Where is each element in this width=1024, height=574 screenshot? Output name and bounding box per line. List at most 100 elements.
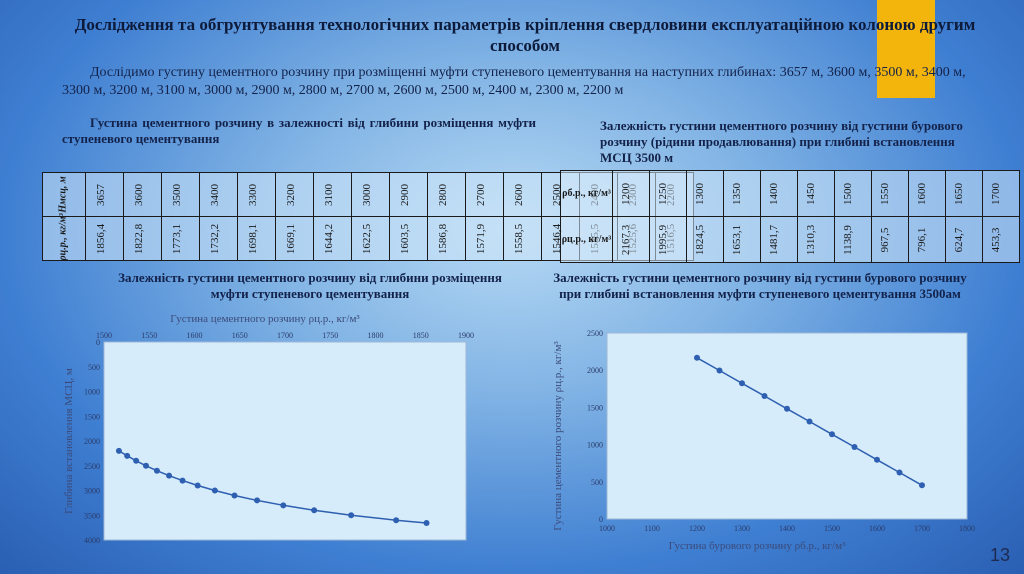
x-tick-label: 1650 xyxy=(232,331,248,340)
chart1-caption: Залежність густини цементного розчину ві… xyxy=(118,270,502,301)
depth-cell: 3657 xyxy=(85,172,124,217)
data-point xyxy=(716,367,723,374)
x-tick-label: 1550 xyxy=(141,331,157,340)
depth-cell: 2600 xyxy=(503,172,542,217)
data-point xyxy=(784,405,790,412)
y-tick-label: 1000 xyxy=(587,441,603,450)
density-cell: 1586,8 xyxy=(427,216,466,261)
x-tick-label: 1500 xyxy=(824,524,840,533)
y-tick-label: 500 xyxy=(591,478,603,487)
mud-density-cell: 1250 xyxy=(649,170,687,217)
y-tick-label: 2000 xyxy=(587,366,603,375)
data-point xyxy=(348,512,355,519)
cement-density-cell: 1310,3 xyxy=(797,216,835,263)
depth-cell: 2900 xyxy=(389,172,428,217)
x-axis-label: Густина бурового розчину ρб.р., кг/м³ xyxy=(669,540,846,552)
y-tick-label: 1500 xyxy=(84,412,100,421)
cement-density-cell: 1995,9 xyxy=(649,216,687,263)
y-axis-label: Густина цементного розчину ρц.р., кг/м³ xyxy=(552,341,564,531)
data-point xyxy=(896,469,903,476)
density-cell: 1822,8 xyxy=(123,216,162,261)
y-tick-label: 500 xyxy=(88,363,100,372)
mud-cement-table: ρб.р., кг/м³ 1200 1250 1300 1350 1400 1450 150… xyxy=(560,170,1020,263)
cement-density-cell: 453,3 xyxy=(982,216,1020,263)
data-point xyxy=(280,502,287,509)
plot-area xyxy=(606,332,968,520)
data-point xyxy=(423,520,430,527)
x-tick-label: 1600 xyxy=(869,524,885,533)
y-tick-label: 2000 xyxy=(84,437,100,446)
density-cell: 1571,9 xyxy=(465,216,504,261)
data-point xyxy=(211,487,218,494)
y-tick-label: 2500 xyxy=(84,462,100,471)
mud-density-cell: 1600 xyxy=(908,170,946,217)
depth-cell: 2800 xyxy=(427,172,466,217)
depth-cell: 3200 xyxy=(275,172,314,217)
depth-cell: 3400 xyxy=(199,172,238,217)
x-axis-label: Густина цементного розчину ρц.р., кг/м³ xyxy=(170,313,360,325)
data-point xyxy=(231,492,238,499)
page-number: 13 xyxy=(989,545,1010,565)
row-label-mud: ρб.р., кг/м³ xyxy=(560,170,613,217)
data-point xyxy=(806,418,813,425)
table-row: ρц.р., кг/м³ 2167,3 1995,9 1824,5 1653,1 148… xyxy=(560,216,1020,263)
x-tick-label: 1100 xyxy=(644,524,660,533)
cement-density-cell: 2167,3 xyxy=(612,216,650,263)
x-tick-label: 1800 xyxy=(368,331,384,340)
density-cell: 1698,1 xyxy=(237,216,276,261)
density-cell: 1669,1 xyxy=(275,216,314,261)
data-point xyxy=(739,380,745,387)
cement-density-cell: 624,7 xyxy=(945,216,983,263)
x-tick-label: 1300 xyxy=(734,524,750,533)
data-point xyxy=(153,467,160,474)
depth-density-chart: 1500 1550 1600 1650 1700 1750 1800 1850 1900 0 500… xyxy=(63,313,474,545)
data-point xyxy=(694,354,700,361)
x-tick-label: 1700 xyxy=(914,524,930,533)
y-tick-label: 2500 xyxy=(587,329,603,338)
data-point xyxy=(254,497,261,504)
x-tick-label: 1400 xyxy=(779,524,795,533)
slide-title: Дослідження та обгрунтування технологічн… xyxy=(74,15,976,55)
density-cell: 1622,5 xyxy=(351,216,390,261)
data-point xyxy=(851,444,858,451)
y-tick-label: 3000 xyxy=(84,487,100,496)
accent-bar xyxy=(877,0,935,98)
table-row: ρб.р., кг/м³ 1200 1250 1300 1350 1400 1450 150… xyxy=(560,170,1020,217)
data-point xyxy=(393,517,400,524)
depth-cell: 3500 xyxy=(161,172,200,217)
x-tick-label: 1000 xyxy=(599,524,615,533)
data-point xyxy=(194,482,201,489)
depth-cell: 3100 xyxy=(313,172,352,217)
x-tick-label: 1900 xyxy=(458,331,474,340)
depth-cell: 3000 xyxy=(351,172,390,217)
plot-area xyxy=(103,341,467,541)
cement-density-cell: 1481,7 xyxy=(760,216,798,263)
y-tick-label: 4000 xyxy=(84,536,100,545)
row-label-cement: ρц.р., кг/м³ xyxy=(560,216,613,263)
cement-density-cell: 967,5 xyxy=(871,216,909,263)
mud-density-cell: 1550 xyxy=(871,170,909,217)
data-point xyxy=(874,456,880,463)
y-tick-label: 0 xyxy=(599,515,603,524)
data-point xyxy=(919,482,925,489)
intro-paragraph: Дослідимо густину цементного розчину при… xyxy=(62,65,966,98)
density-cell: 1773,1 xyxy=(161,216,200,261)
density-cell: 1644,2 xyxy=(313,216,352,261)
chart2-caption: Залежність густини цементного розчину ві… xyxy=(553,270,967,301)
data-point xyxy=(761,393,768,400)
x-tick-label: 1800 xyxy=(959,524,975,533)
density-cell: 1732,2 xyxy=(199,216,238,261)
mud-density-cell: 1500 xyxy=(834,170,872,217)
table1-caption: Густина цементного розчину в залежності … xyxy=(62,115,536,146)
x-tick-label: 1700 xyxy=(277,331,293,340)
mud-density-cell: 1200 xyxy=(612,170,650,217)
y-tick-label: 0 xyxy=(96,338,100,347)
cement-density-cell: 796,1 xyxy=(908,216,946,263)
depth-cell: 3600 xyxy=(123,172,162,217)
table2-caption: Залежність густини цементного розчину ві… xyxy=(600,118,963,165)
x-tick-label: 1850 xyxy=(413,331,429,340)
depth-cell: 2700 xyxy=(465,172,504,217)
mud-density-cell: 1700 xyxy=(982,170,1020,217)
row-label-depth: Hмсц, м xyxy=(42,172,86,217)
density-cell: 1558,5 xyxy=(503,216,542,261)
